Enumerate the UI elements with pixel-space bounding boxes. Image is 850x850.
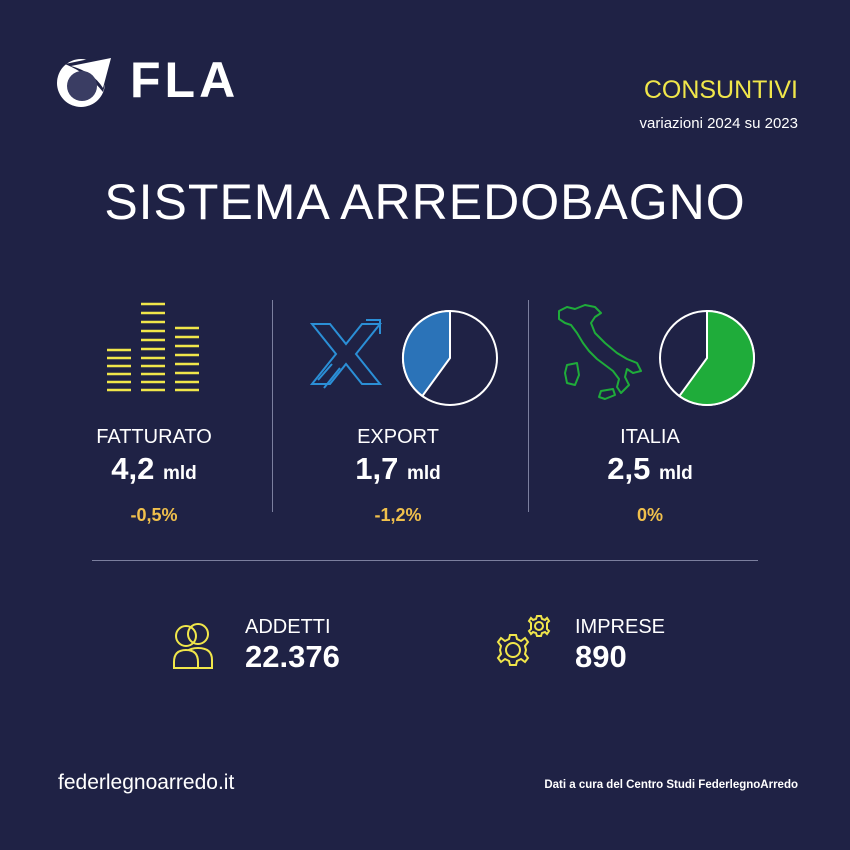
metric-export: EXPORT 1,7 mld -1,2% <box>298 425 498 530</box>
italy-map-icon <box>555 303 645 403</box>
divider <box>272 300 273 512</box>
export-pie-slice <box>402 309 451 398</box>
stat-value: 22.376 <box>245 639 340 674</box>
export-pie-chart <box>400 308 500 408</box>
italia-pie-slice <box>677 309 755 406</box>
source-credit: Dati a cura del Centro Studi FederlegnoA… <box>544 779 798 791</box>
metric-change: -1,2% <box>374 505 422 525</box>
metric-italia: ITALIA 2,5 mld 0% <box>550 425 750 530</box>
export-arrows-icon <box>310 318 382 392</box>
metric-value: 2,5 mld <box>607 451 693 486</box>
website-link[interactable]: federlegnoarredo.it <box>58 771 235 794</box>
stat-imprese: IMPRESE 890 <box>575 615 665 675</box>
stat-label: ADDETTI <box>245 616 331 638</box>
logo-text: FLA <box>130 52 240 108</box>
metric-label: EXPORT <box>357 426 439 448</box>
page-title: SISTEMA ARREDOBAGNO <box>104 174 746 230</box>
metric-fatturato: FATTURATO 4,2 mld -0,5% <box>54 425 254 530</box>
stat-value: 890 <box>575 639 627 674</box>
metric-label: FATTURATO <box>96 426 212 448</box>
metric-change: 0% <box>636 505 663 525</box>
stat-label: IMPRESE <box>575 616 666 638</box>
bars-chart-icon <box>105 302 201 397</box>
metric-value: 4,2 mld <box>111 451 197 486</box>
gears-icon <box>493 612 553 672</box>
people-icon <box>172 620 216 670</box>
tag-subtitle: variazioni 2024 su 2023 <box>639 115 798 132</box>
stat-addetti: ADDETTI 22.376 <box>245 615 340 675</box>
metric-label: ITALIA <box>620 426 680 448</box>
tag-title: CONSUNTIVI <box>643 76 798 104</box>
italia-pie-chart <box>657 308 757 408</box>
fla-logo-icon <box>55 52 117 108</box>
section-divider <box>92 560 758 561</box>
metric-change: -0,5% <box>130 505 178 525</box>
metric-value: 1,7 mld <box>355 451 441 486</box>
divider <box>528 300 529 512</box>
